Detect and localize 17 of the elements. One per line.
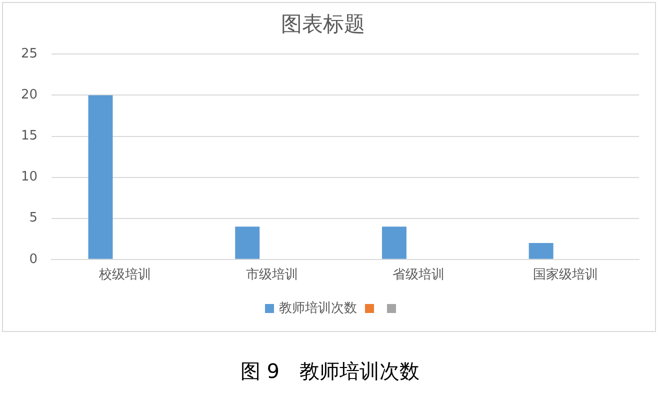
y-tick-label: 25 <box>20 46 38 62</box>
x-tick-label: 省级培训 <box>392 268 445 283</box>
bar <box>382 226 406 259</box>
y-tick-label: 20 <box>20 88 38 103</box>
y-tick-label: 0 <box>29 252 38 267</box>
x-tick-label: 市级培训 <box>246 268 298 283</box>
chart-title: 图表标题 <box>281 12 365 36</box>
x-tick-label: 校级培训 <box>98 268 151 283</box>
caption: 图 9 教师培训次数 <box>239 358 421 385</box>
y-tick-label: 15 <box>20 128 38 144</box>
y-tick-label: 10 <box>20 170 38 185</box>
legend-label: 教师培训次数 <box>279 300 357 317</box>
bar <box>528 242 554 259</box>
y-tick-label: 5 <box>29 210 38 226</box>
bar <box>88 95 113 259</box>
x-tick-label: 国家级培训 <box>533 266 598 283</box>
bar <box>235 226 260 259</box>
